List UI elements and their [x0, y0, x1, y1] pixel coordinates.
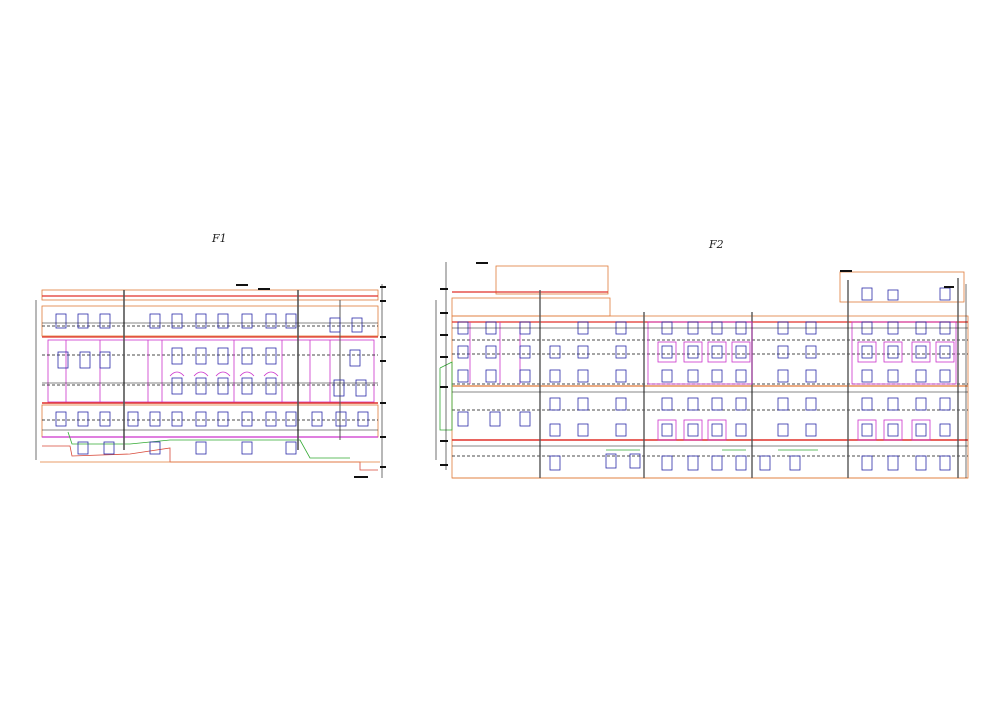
elevation-title-f1: F1 — [212, 232, 227, 245]
elevation-f1 — [35, 284, 386, 478]
f1-top-floor — [41, 305, 379, 337]
elevation-title-f2: F2 — [709, 238, 724, 251]
f2-green-annex — [439, 361, 453, 431]
f1-level-markers — [236, 284, 386, 478]
f2-windows — [457, 287, 951, 471]
f2-right-tower — [839, 271, 965, 303]
f2-structural-lines — [539, 278, 959, 478]
f2-level-markers — [440, 262, 954, 466]
f1-ground-floor — [41, 404, 379, 438]
f1-cornice — [41, 289, 379, 301]
f2-left-tower-top — [495, 265, 609, 295]
f2-dimension-marks — [435, 262, 968, 478]
f2-window-surrounds — [657, 341, 955, 441]
elevation-f2 — [435, 262, 969, 479]
f1-windows — [55, 313, 369, 455]
f1-green-plinth — [67, 431, 350, 459]
f2-left-block — [451, 297, 611, 317]
f1-dimension-marks — [35, 284, 383, 478]
f1-pilasters — [65, 340, 331, 402]
f2-pink-trim — [469, 321, 957, 385]
f1-basement — [42, 445, 378, 471]
f1-middle-floors — [47, 339, 375, 403]
f1-arches — [169, 371, 279, 377]
